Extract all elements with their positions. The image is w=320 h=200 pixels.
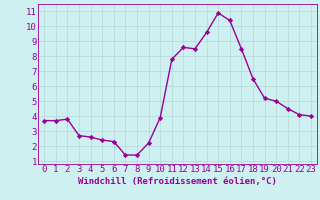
X-axis label: Windchill (Refroidissement éolien,°C): Windchill (Refroidissement éolien,°C) bbox=[78, 177, 277, 186]
